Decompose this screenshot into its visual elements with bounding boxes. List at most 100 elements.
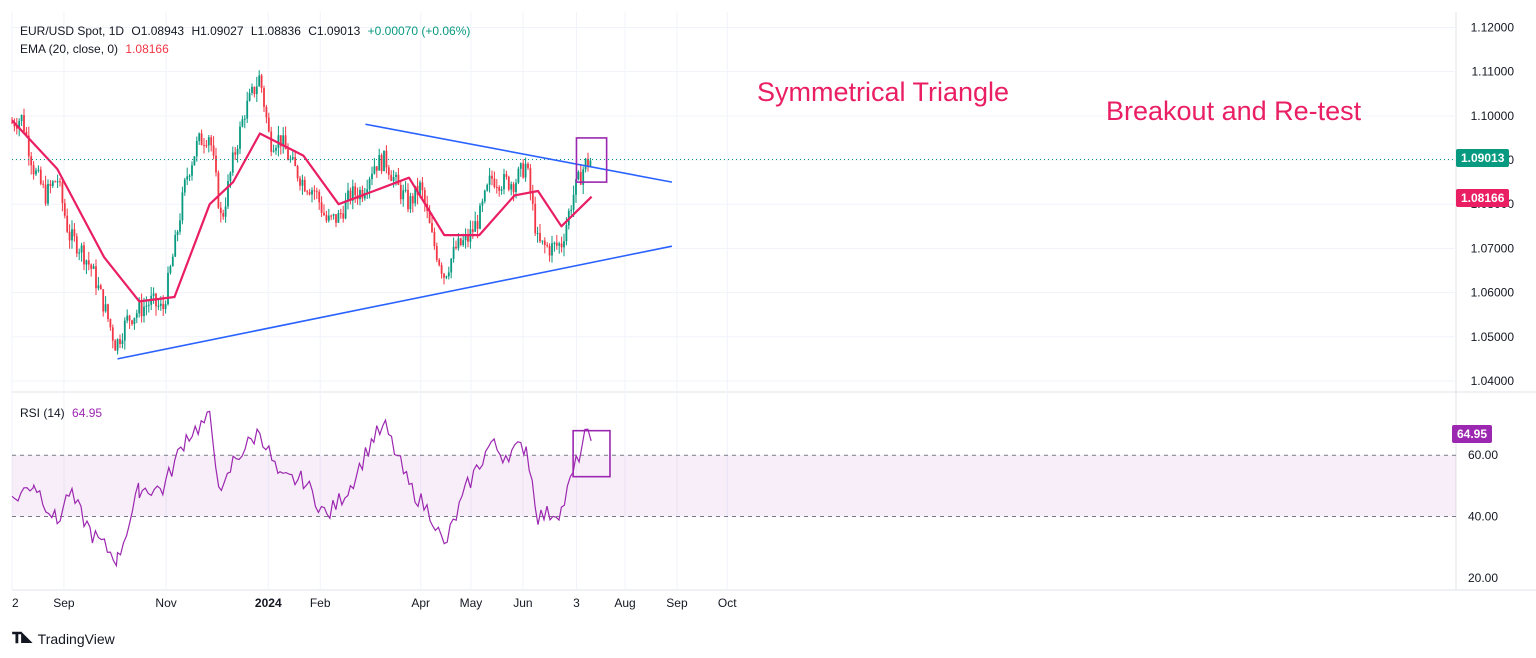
candle-body — [212, 145, 215, 156]
candle-body — [23, 115, 25, 132]
candle-body — [378, 155, 381, 171]
ema-price-tag: 1.08166 — [1456, 189, 1510, 207]
candle-body — [133, 317, 136, 325]
candle-body — [351, 186, 354, 201]
candle-body — [248, 92, 251, 101]
candle-body — [231, 152, 234, 173]
candle-body — [553, 242, 556, 244]
candle-body — [116, 339, 119, 351]
candle-body — [582, 169, 585, 185]
tradingview-logo-icon: 𝐓◣ — [12, 630, 33, 647]
candle-body — [71, 229, 73, 241]
candle-body — [181, 192, 184, 221]
candle-body — [236, 148, 239, 155]
candle-body — [66, 215, 69, 232]
candle-body — [464, 235, 467, 241]
candle-body — [431, 223, 433, 232]
candle-body — [176, 231, 179, 235]
candle-body — [18, 121, 21, 129]
candle-body — [167, 272, 169, 305]
candle-body — [407, 189, 409, 210]
price-tick-label: 1.04000 — [1471, 374, 1515, 388]
candle-body — [289, 158, 292, 160]
rsi-label[interactable]: RSI (14) — [20, 406, 65, 420]
brand-name: TradingView — [37, 630, 115, 647]
candle-body — [210, 137, 213, 146]
candle-body — [114, 340, 117, 351]
candle-body — [481, 201, 484, 206]
candle-body — [575, 179, 577, 195]
candle-body — [51, 181, 54, 186]
price-tick-label: 1.06000 — [1471, 286, 1515, 300]
candle-body — [162, 303, 165, 309]
candle-body — [320, 202, 323, 213]
candle-body — [107, 304, 109, 320]
price-tick-label: 1.12000 — [1471, 20, 1515, 34]
candle-body — [563, 241, 565, 248]
candle-body — [193, 156, 196, 166]
triangle-lower-trendline — [117, 245, 673, 360]
candle-body — [323, 212, 325, 216]
candle-body — [519, 163, 522, 169]
candle-body — [507, 176, 510, 190]
candle-body — [25, 131, 28, 136]
symbol-label[interactable]: EUR/USD Spot, 1D — [20, 24, 125, 38]
candle-body — [73, 229, 76, 237]
footer-brand[interactable]: 𝐓◣ TradingView — [12, 630, 115, 647]
candle-body — [30, 156, 33, 166]
candle-body — [387, 167, 390, 176]
candle-body — [390, 175, 393, 181]
rsi-tick-label: 20.00 — [1468, 571, 1498, 585]
candle-body — [531, 192, 534, 204]
candle-body — [159, 303, 162, 306]
candle-body — [479, 205, 481, 229]
ema-label[interactable]: EMA (20, close, 0) — [20, 42, 119, 56]
candle-body — [315, 191, 318, 193]
candle-body — [121, 340, 124, 344]
candle-body — [253, 86, 256, 95]
candle-body — [450, 258, 453, 273]
candle-body — [279, 135, 282, 147]
candle-body — [59, 181, 61, 183]
candle-body — [251, 86, 253, 93]
candle-body — [421, 182, 424, 191]
rsi-legend: RSI (14) 64.95 — [20, 406, 106, 420]
candle-body — [414, 185, 417, 204]
candle-body — [282, 135, 285, 147]
candle-body — [541, 240, 544, 242]
candle-body — [546, 244, 549, 247]
candle-body — [344, 200, 347, 219]
time-tick-label: Jun — [513, 596, 532, 610]
candle-body — [277, 135, 280, 148]
candle-body — [56, 181, 59, 183]
price-tick-label: 1.07000 — [1471, 241, 1515, 255]
candle-body — [227, 181, 229, 207]
low-value: L1.08836 — [250, 24, 301, 38]
candle-body — [313, 190, 316, 192]
candle-body — [308, 192, 311, 195]
rsi-line — [11, 410, 592, 568]
candle-body — [589, 160, 592, 167]
candle-body — [275, 147, 277, 151]
candle-body — [90, 264, 93, 269]
candle-body — [39, 169, 42, 184]
time-tick-label: 2024 — [255, 596, 282, 610]
candle-body — [284, 135, 287, 150]
candle-body — [123, 320, 126, 341]
candle-body — [83, 245, 85, 265]
candle-body — [327, 215, 330, 221]
candle-body — [75, 236, 78, 254]
candle-body — [471, 229, 474, 232]
candle-body — [373, 166, 376, 174]
candle-body — [111, 327, 114, 341]
time-tick-label: 3 — [573, 596, 580, 610]
candle-body — [143, 306, 145, 317]
candle-body — [203, 145, 205, 147]
open-value: O1.08943 — [131, 24, 185, 38]
candle-body — [404, 189, 407, 191]
ema-value: 1.08166 — [125, 42, 169, 56]
candle-body — [128, 315, 131, 321]
candle-body — [188, 175, 191, 177]
candle-body — [354, 186, 357, 196]
candle-body — [272, 150, 275, 152]
